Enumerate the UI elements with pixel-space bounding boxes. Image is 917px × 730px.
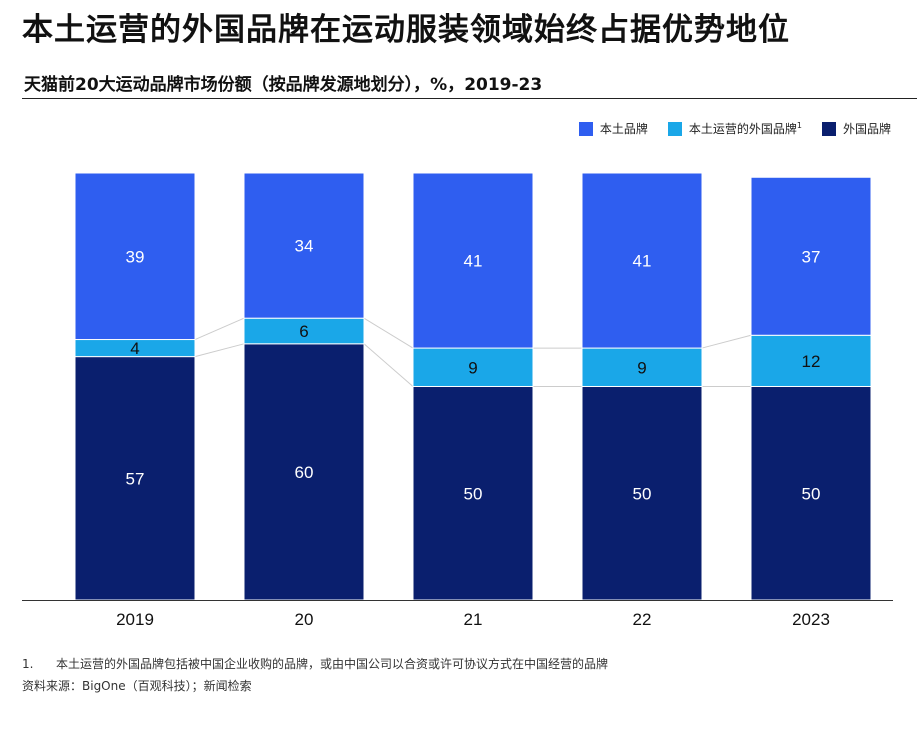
data-label-domestic: 34 [295,237,314,256]
x-tick-label: 20 [295,610,314,629]
footnote-marker: 1 [796,121,802,130]
bar-segment-domestic [74,172,196,341]
bar-segment-foreign [750,386,872,601]
legend-label-domestic-operated-foreign: 本土运营的外国品牌1 [688,121,802,136]
bar-segment-foreign [243,343,365,601]
bar-segment-domestic [412,172,534,349]
connector-line [194,343,245,358]
footnote-number: 1. [22,657,34,671]
footnote: 1. 本土运营的外国品牌包括被中国企业收购的品牌，或由中国公司以合资或许可协议方式… [22,655,608,672]
title-divider [22,98,917,99]
legend-item-domestic: 本土品牌 [578,120,648,137]
legend-label-foreign: 外国品牌 [842,122,891,136]
chart-subtitle: 天猫前20大运动品牌市场份额（按品牌发源地划分），%，2019-23 [24,75,543,95]
bar-segment-domestic [581,172,703,349]
legend-item-domestic-operated-foreign: 本土运营的外国品牌1 [667,120,802,137]
connector-line [701,334,752,349]
legend-swatch-domestic [578,121,593,136]
data-label-domestic: 41 [633,252,652,271]
connector-line [363,343,414,387]
data-label-domestic_operated_foreign: 9 [468,358,477,377]
data-label-foreign: 50 [464,484,483,503]
legend: 本土品牌 本土运营的外国品牌1 外国品牌 [578,120,891,137]
legend-swatch-domestic-operated-foreign [667,121,682,136]
data-label-domestic_operated_foreign: 12 [802,352,821,371]
bar-segment-domestic [750,176,872,336]
bar-segment-domestic_operated_foreign [243,317,365,345]
data-label-foreign: 50 [802,484,821,503]
stacked-bar-chart: 57 4 39 2019 60 6 34 20 50 9 41 21 50 9 41 22 50 12 37 2023 [22,172,893,629]
x-tick-label: 2019 [116,610,154,629]
legend-label-domestic: 本土品牌 [599,122,648,136]
bar-segment-domestic [243,172,365,319]
connector-line [194,317,245,340]
footnote-text: 本土运营的外国品牌包括被中国企业收购的品牌，或由中国公司以合资或许可协议方式在中… [56,657,609,671]
legend-swatch-foreign [821,121,836,136]
bar-segment-foreign [74,356,196,601]
headline: 本土运营的外国品牌在运动服装领域始终占据优势地位 [22,12,790,48]
x-tick-label: 21 [464,610,483,629]
connector-line [363,317,414,349]
data-label-domestic: 41 [464,252,483,271]
data-label-foreign: 57 [126,469,145,488]
data-label-domestic: 37 [802,247,821,266]
x-tick-label: 2023 [792,610,830,629]
data-label-foreign: 50 [633,484,652,503]
data-label-domestic_operated_foreign: 6 [299,322,308,341]
data-label-foreign: 60 [295,463,314,482]
bar-segment-domestic_operated_foreign [750,334,872,388]
data-label-domestic_operated_foreign: 9 [637,358,646,377]
data-label-domestic_operated_foreign: 4 [130,339,139,358]
legend-item-foreign: 外国品牌 [821,120,891,137]
source-note: 资料来源：BigOne（百观科技）；新闻检索 [22,679,252,693]
bar-segment-domestic_operated_foreign [412,347,534,388]
x-tick-label: 22 [633,610,652,629]
data-label-domestic: 39 [126,247,145,266]
